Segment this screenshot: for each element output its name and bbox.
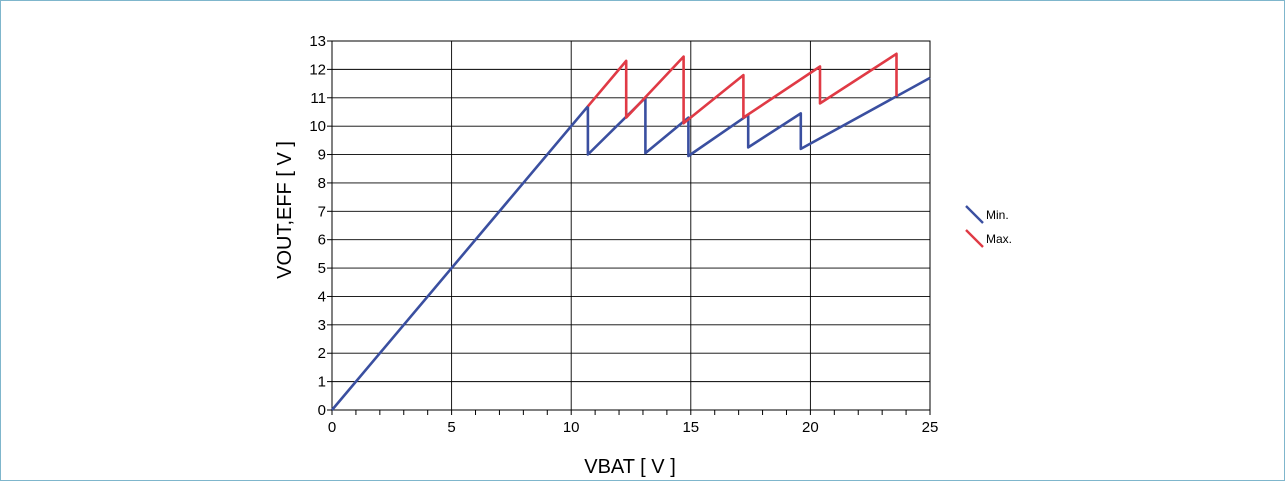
legend-swatch [965,229,984,248]
y-tick-label: 1 [318,374,326,391]
minor-ticks [327,40,931,415]
series-layer [331,52,931,411]
x-tick-label: 15 [682,419,699,436]
x-tick-label: 5 [447,419,455,436]
x-tick-label: 10 [563,419,580,436]
series-line-min [331,76,931,411]
y-tick-label: 11 [310,90,326,107]
grid [331,40,931,411]
y-tick-label: 8 [318,175,326,192]
series-line-max [586,52,898,125]
y-tick-label: 12 [309,61,326,78]
y-tick-label: 5 [318,260,326,277]
y-tick-label: 9 [318,147,326,164]
legend-swatch [965,205,984,224]
legend: Min. Max. [965,205,1012,248]
x-tick-label: 20 [802,419,819,436]
x-tick-label: 25 [922,419,939,436]
y-tick-label: 13 [309,33,326,50]
x-axis-title: VBAT [ V ] [584,456,676,478]
y-tick-label: 10 [309,118,326,135]
y-axis-title: VOUT,EFF [ V ] [274,141,296,279]
y-tick-label: 4 [318,288,326,305]
y-tick-label: 6 [318,232,326,249]
y-tick-label: 2 [318,345,326,362]
y-tick-label: 0 [318,402,326,419]
plot-border [331,40,931,411]
x-tick-label: 0 [328,419,336,436]
y-tick-label: 7 [318,203,326,220]
legend-label: Max. [986,232,1012,246]
legend-label: Min. [986,208,1009,222]
y-tick-label: 3 [318,317,326,334]
